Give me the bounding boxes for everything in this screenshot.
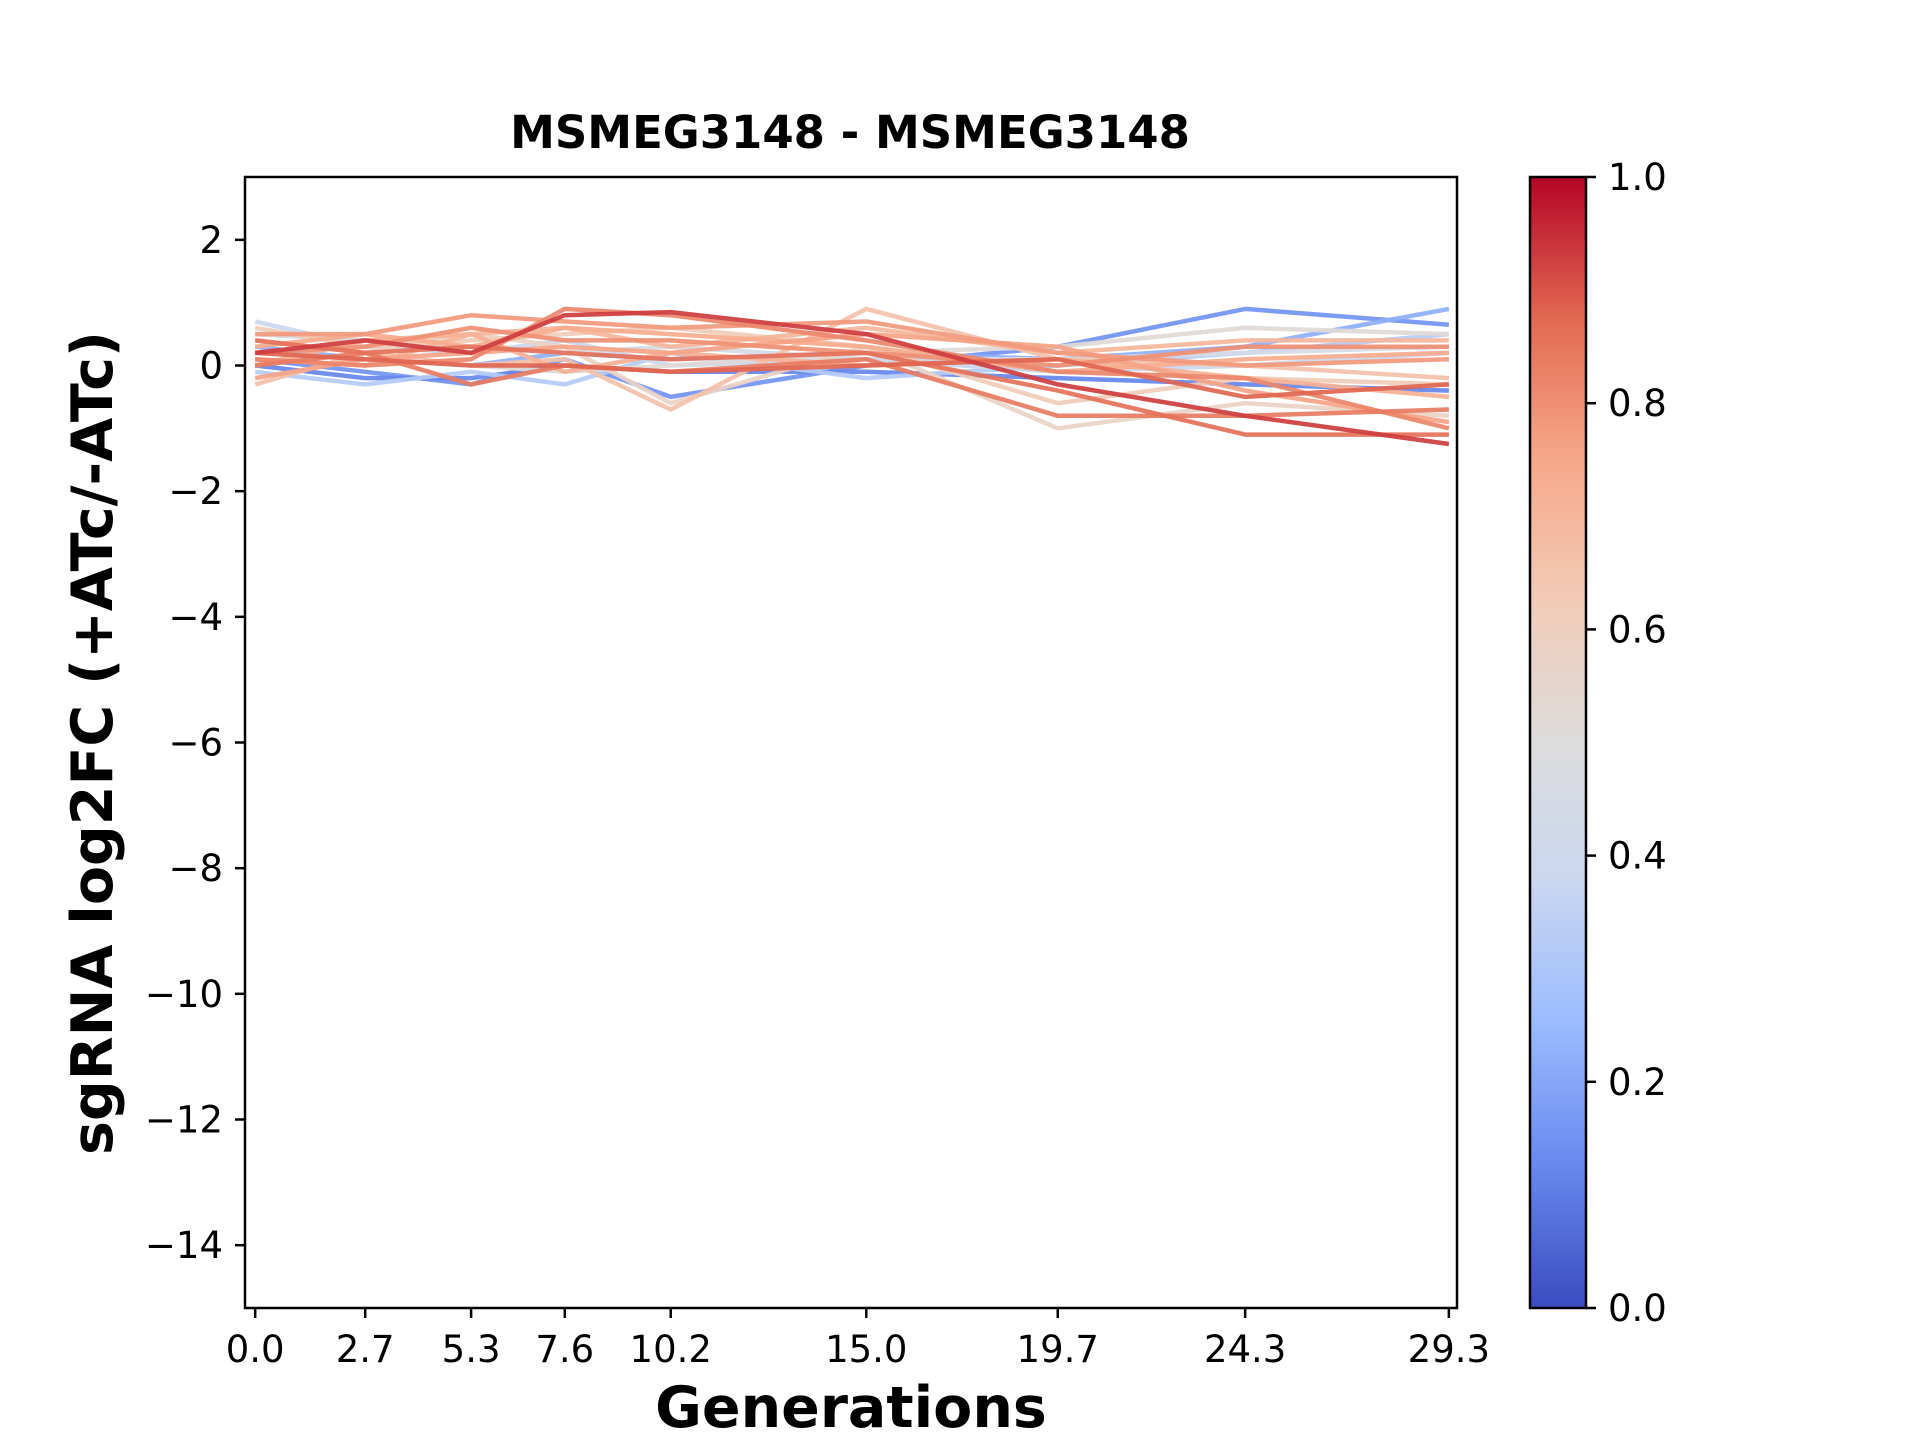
x-tick-label: 29.3 <box>1408 1328 1490 1371</box>
series-line-15 <box>255 312 1449 368</box>
series-line-21 <box>254 309 1450 447</box>
colorbar-tick-label: 0.0 <box>1608 1287 1667 1330</box>
x-tick-label: 2.7 <box>336 1328 395 1371</box>
x-tick-label: 24.3 <box>1204 1328 1286 1371</box>
y-tick-label: −6 <box>168 722 223 765</box>
colorbar <box>1528 175 1588 1310</box>
series-line-20 <box>255 350 1450 400</box>
y-tick-label: −12 <box>145 1099 223 1142</box>
series-line-19 <box>254 338 1449 437</box>
colorbar-tick-label: 1.0 <box>1608 156 1667 199</box>
x-tick-label: 15.0 <box>825 1328 907 1371</box>
y-tick-label: −14 <box>145 1224 223 1267</box>
series-layer <box>254 306 1450 447</box>
x-axis-label: Generations <box>655 1375 1047 1440</box>
y-tick-label: −4 <box>168 596 223 639</box>
colorbar-tick-label: 0.4 <box>1608 835 1667 878</box>
y-tick-label: 0 <box>199 345 223 388</box>
x-tick-label: 5.3 <box>442 1328 501 1371</box>
y-axis-ticks: 2 0 −2 −4 −6 −8 −10 −12 −14 <box>145 219 245 1267</box>
x-tick-label: 10.2 <box>630 1328 712 1371</box>
y-tick-label: −2 <box>168 470 223 513</box>
x-tick-label: 19.7 <box>1017 1328 1099 1371</box>
colorbar-tick-label: 0.8 <box>1608 382 1667 425</box>
colorbar-tick-label: 0.6 <box>1608 608 1667 651</box>
x-tick-label: 7.6 <box>535 1328 594 1371</box>
colorbar-tick-label: 0.2 <box>1608 1061 1667 1104</box>
x-tick-label: 0.0 <box>226 1328 285 1371</box>
y-tick-label: 2 <box>199 219 223 262</box>
chart-title: MSMEG3148 - MSMEG3148 <box>510 106 1190 159</box>
series-line-16 <box>255 325 1449 368</box>
y-tick-label: −8 <box>168 847 223 890</box>
x-axis-ticks: 0.0 2.7 5.3 7.6 10.2 15.0 19.7 24.3 29.3 <box>226 1308 1490 1371</box>
y-axis-label: sgRNA log2FC (+ATc/-ATc) <box>60 331 126 1155</box>
colorbar-ticks: 0.0 0.2 0.4 0.6 0.8 1.0 <box>1586 156 1667 1330</box>
y-tick-label: −10 <box>145 973 223 1016</box>
